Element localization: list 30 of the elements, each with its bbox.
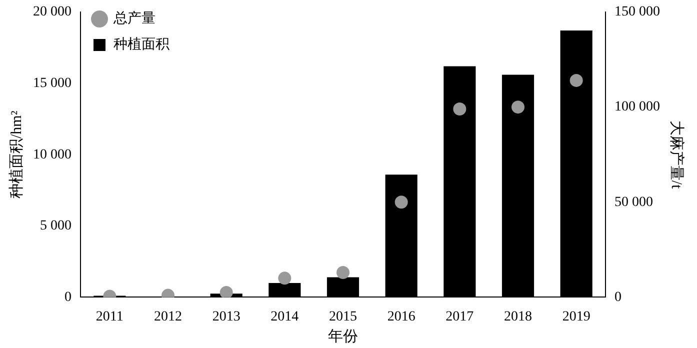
point [512, 100, 524, 114]
x-tick-label: 2015 [329, 309, 357, 324]
y-tick-label: 5 000 [40, 218, 72, 234]
legend-label: 总产量 [112, 10, 156, 27]
point [278, 272, 292, 285]
y-tick-label: 20 000 [33, 4, 72, 20]
y2-tick-label: 0 [614, 290, 622, 305]
x-tick-label: 2013 [212, 309, 240, 324]
y-tick-label: 0 [64, 290, 72, 305]
x-tick-label: 2019 [562, 309, 590, 324]
point [453, 102, 466, 116]
y2-tick-label: 50 000 [614, 194, 653, 210]
point [394, 196, 408, 209]
x-tick-label: 2011 [96, 309, 124, 324]
x-tick-label: 2012 [154, 309, 182, 324]
point [570, 74, 583, 87]
y2-tick-label: 150 000 [614, 4, 660, 20]
y2-axis-title: 大麻产量/t [668, 120, 686, 190]
y-axis-title: 种植面积/hm² [8, 110, 25, 199]
y-tick-label: 10 000 [33, 147, 72, 162]
x-axis-title: 年份 [328, 328, 358, 345]
point [220, 286, 233, 298]
point [336, 266, 350, 279]
x-tick-label: 2014 [270, 309, 299, 324]
y-tick-label: 15 000 [33, 76, 72, 91]
y2-tick-label: 100 000 [614, 100, 660, 115]
x-tick-label: 2017 [446, 309, 474, 324]
legend-label: 种植面积 [114, 36, 170, 53]
x-tick-label: 2018 [504, 309, 532, 324]
x-tick-label: 2016 [387, 309, 416, 324]
